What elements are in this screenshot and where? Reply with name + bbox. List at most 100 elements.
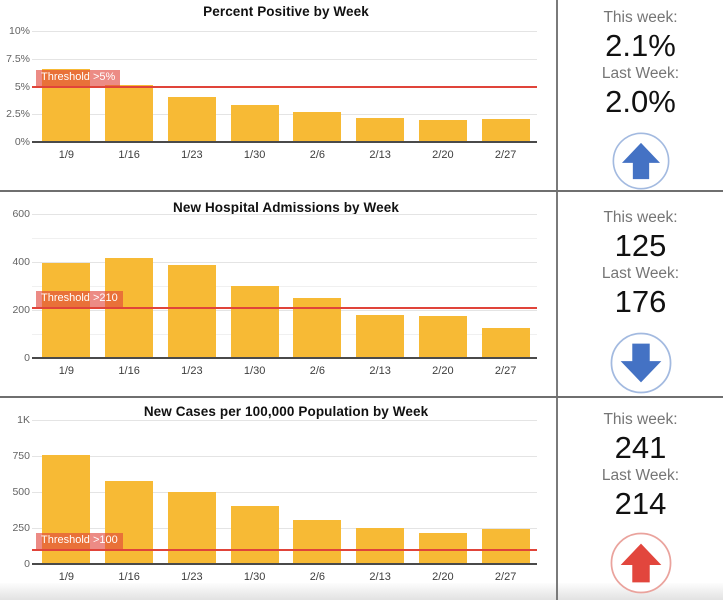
x-axis-label: 2/6 [309, 571, 326, 583]
chart-title: New Hospital Admissions by Week [173, 200, 399, 215]
this-week-label: This week: [603, 209, 678, 226]
last-week-label: Last Week: [601, 467, 680, 484]
plot-area: Threshold >210 [32, 214, 537, 359]
y-axis-label: 2.5% [6, 108, 30, 121]
x-axis-label: 1/30 [243, 149, 266, 161]
x-axis-label: 2/27 [494, 149, 517, 161]
threshold-label: Threshold >100 [36, 532, 123, 549]
y-axis-label: 250 [12, 522, 30, 534]
horizontal-divider [0, 396, 723, 398]
x-axis-label: 1/23 [181, 149, 203, 161]
chart-cell: New Hospital Admissions by Week Threshold… [0, 192, 556, 396]
x-axis-label: 2/6 [309, 149, 326, 161]
gridline [32, 528, 537, 529]
bar-2/6[interactable] [293, 520, 342, 564]
bar-1/23[interactable] [167, 492, 216, 564]
trend-down-icon [610, 332, 672, 399]
gridline [32, 310, 537, 311]
x-axis-label: 1/9 [58, 365, 75, 377]
bar-1/30[interactable] [230, 506, 279, 564]
horizontal-divider [0, 190, 723, 192]
y-axis-label: 1K [17, 414, 30, 426]
last-week-label: Last Week: [601, 265, 680, 282]
threshold-line [32, 85, 537, 88]
y-axis-label: 600 [12, 208, 30, 220]
plot-area: Threshold >100 [32, 420, 537, 565]
vertical-divider [556, 0, 558, 600]
this-week-value: 2.1% [605, 28, 676, 63]
chart-row-1: Percent Positive by Week Threshold >5% 0% 2… [0, 0, 723, 190]
bar-2/13[interactable] [356, 117, 405, 142]
bar-1/23[interactable] [167, 96, 216, 142]
x-axis-label: 2/20 [432, 149, 454, 161]
bar-1/23[interactable] [167, 265, 216, 358]
trend-up-icon [612, 132, 670, 195]
bar-2/20[interactable] [418, 119, 467, 142]
bar-2/27[interactable] [481, 529, 530, 564]
footer-strip [0, 583, 723, 600]
chart-cell: Percent Positive by Week Threshold >5% 0% 2… [0, 0, 556, 190]
x-axis-label: 2/13 [369, 365, 391, 377]
threshold-line [32, 548, 537, 551]
x-axis-label: 2/13 [369, 571, 391, 583]
gridline [32, 114, 537, 116]
plot-area: Threshold >5% [32, 31, 537, 143]
x-axis-line [32, 141, 537, 143]
gridline [32, 58, 537, 60]
x-axis-label: 2/6 [309, 365, 326, 377]
chart-title: New Cases per 100,000 Population by Week [143, 404, 429, 419]
chart-row-2: New Hospital Admissions by Week Threshold… [0, 192, 723, 396]
summary-panel: This week: 241 Last Week: 214 [558, 398, 723, 600]
threshold-label: Threshold >5% [36, 69, 121, 86]
gridline [32, 492, 537, 493]
bar-2/27[interactable] [481, 328, 530, 358]
bar-1/16[interactable] [105, 481, 154, 564]
x-axis-line [32, 357, 537, 359]
gridline [32, 262, 537, 263]
y-axis-label: 10% [8, 25, 30, 37]
gridline [32, 31, 537, 32]
x-axis-label: 1/16 [118, 365, 140, 377]
y-axis-label: 750 [12, 450, 30, 462]
last-week-value: 176 [614, 284, 667, 319]
bar-1/30[interactable] [230, 105, 279, 142]
this-week-label: This week: [603, 411, 678, 428]
this-week-value: 241 [614, 430, 667, 465]
bar-1/9[interactable] [42, 263, 91, 358]
x-axis-label: 2/27 [494, 571, 517, 583]
x-axis-label: 1/16 [118, 149, 140, 161]
bar-1/16[interactable] [105, 85, 154, 142]
y-axis-label: 7.5% [6, 52, 30, 65]
x-axis-label: 1/9 [58, 571, 75, 583]
summary-panel: This week: 2.1% Last Week: 2.0% [558, 0, 723, 190]
y-axis-label: 200 [12, 304, 30, 316]
bar-2/6[interactable] [293, 112, 342, 142]
bar-1/30[interactable] [230, 285, 279, 358]
bar-2/13[interactable] [356, 528, 405, 564]
y-axis-label: 500 [12, 486, 30, 498]
summary-panel: This week: 125 Last Week: 176 [558, 192, 723, 396]
last-week-value: 214 [614, 486, 667, 521]
bar-2/13[interactable] [356, 314, 405, 358]
threshold-label: Threshold >210 [36, 290, 123, 307]
minor-gridline [32, 334, 537, 335]
threshold-line [32, 306, 537, 309]
x-axis-label: 1/23 [181, 365, 203, 377]
minor-gridline [32, 286, 537, 287]
chart-row-3: New Cases per 100,000 Population by Week… [0, 398, 723, 600]
x-axis-label: 2/20 [432, 571, 454, 583]
x-axis-label: 2/20 [432, 365, 454, 377]
x-axis-label: 1/30 [243, 571, 266, 583]
bar-2/20[interactable] [418, 315, 467, 358]
minor-gridline [32, 238, 537, 239]
y-axis-label: 0% [14, 136, 30, 148]
chart-cell: New Cases per 100,000 Population by Week… [0, 398, 556, 600]
this-week-label: This week: [603, 9, 678, 26]
x-axis-label: 1/9 [58, 149, 75, 161]
bar-2/27[interactable] [481, 118, 530, 142]
gridline [32, 214, 537, 215]
x-axis-label: 1/23 [181, 571, 203, 583]
gridline [32, 456, 537, 457]
last-week-label: Last Week: [601, 65, 680, 82]
